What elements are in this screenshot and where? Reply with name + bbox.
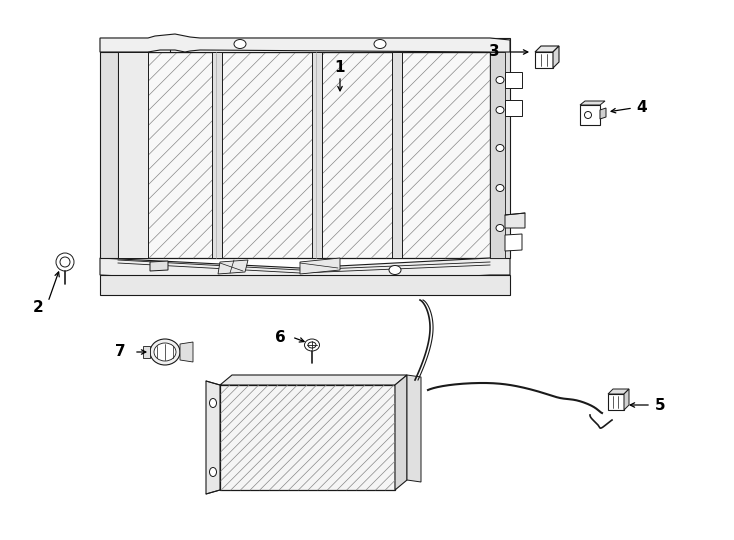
Polygon shape — [505, 234, 522, 251]
Polygon shape — [100, 38, 148, 52]
Ellipse shape — [496, 77, 504, 84]
Polygon shape — [148, 38, 170, 52]
Ellipse shape — [185, 41, 195, 49]
Ellipse shape — [496, 185, 504, 192]
Ellipse shape — [60, 257, 70, 267]
Polygon shape — [220, 375, 407, 385]
Text: 3: 3 — [489, 44, 499, 59]
Polygon shape — [505, 213, 525, 228]
Ellipse shape — [305, 339, 319, 351]
Ellipse shape — [234, 39, 246, 49]
Polygon shape — [535, 46, 559, 52]
Polygon shape — [300, 258, 340, 274]
Text: 1: 1 — [335, 60, 345, 76]
Polygon shape — [100, 258, 510, 285]
Ellipse shape — [496, 106, 504, 113]
Polygon shape — [212, 52, 222, 258]
Ellipse shape — [496, 225, 504, 232]
Ellipse shape — [209, 468, 217, 476]
Polygon shape — [143, 346, 150, 358]
Ellipse shape — [56, 253, 74, 271]
Polygon shape — [118, 52, 148, 258]
Text: 6: 6 — [275, 329, 286, 345]
Ellipse shape — [389, 266, 401, 274]
Polygon shape — [505, 100, 522, 116]
Polygon shape — [100, 52, 118, 258]
Polygon shape — [580, 105, 600, 125]
Ellipse shape — [496, 145, 504, 152]
Polygon shape — [180, 342, 193, 362]
Polygon shape — [118, 52, 490, 258]
Polygon shape — [218, 260, 248, 274]
Text: 7: 7 — [115, 345, 126, 360]
Text: 5: 5 — [655, 397, 665, 413]
Polygon shape — [490, 38, 510, 258]
Polygon shape — [608, 389, 629, 394]
Polygon shape — [553, 46, 559, 68]
Ellipse shape — [150, 339, 180, 365]
Polygon shape — [220, 385, 395, 490]
Polygon shape — [395, 375, 407, 490]
Polygon shape — [505, 72, 522, 88]
Text: 2: 2 — [32, 300, 43, 315]
Polygon shape — [490, 52, 505, 258]
Polygon shape — [608, 394, 624, 410]
Polygon shape — [100, 34, 510, 52]
Polygon shape — [100, 275, 510, 295]
Ellipse shape — [154, 343, 176, 361]
Polygon shape — [312, 52, 322, 258]
Text: 4: 4 — [636, 100, 647, 116]
Polygon shape — [148, 38, 490, 52]
Ellipse shape — [584, 111, 592, 118]
Polygon shape — [580, 101, 605, 105]
Ellipse shape — [209, 399, 217, 408]
Ellipse shape — [374, 39, 386, 49]
Polygon shape — [392, 52, 402, 258]
Polygon shape — [535, 52, 553, 68]
Polygon shape — [150, 261, 168, 271]
Polygon shape — [407, 375, 421, 482]
Polygon shape — [624, 389, 629, 410]
Polygon shape — [206, 381, 220, 494]
Ellipse shape — [308, 342, 316, 348]
Polygon shape — [600, 108, 606, 119]
